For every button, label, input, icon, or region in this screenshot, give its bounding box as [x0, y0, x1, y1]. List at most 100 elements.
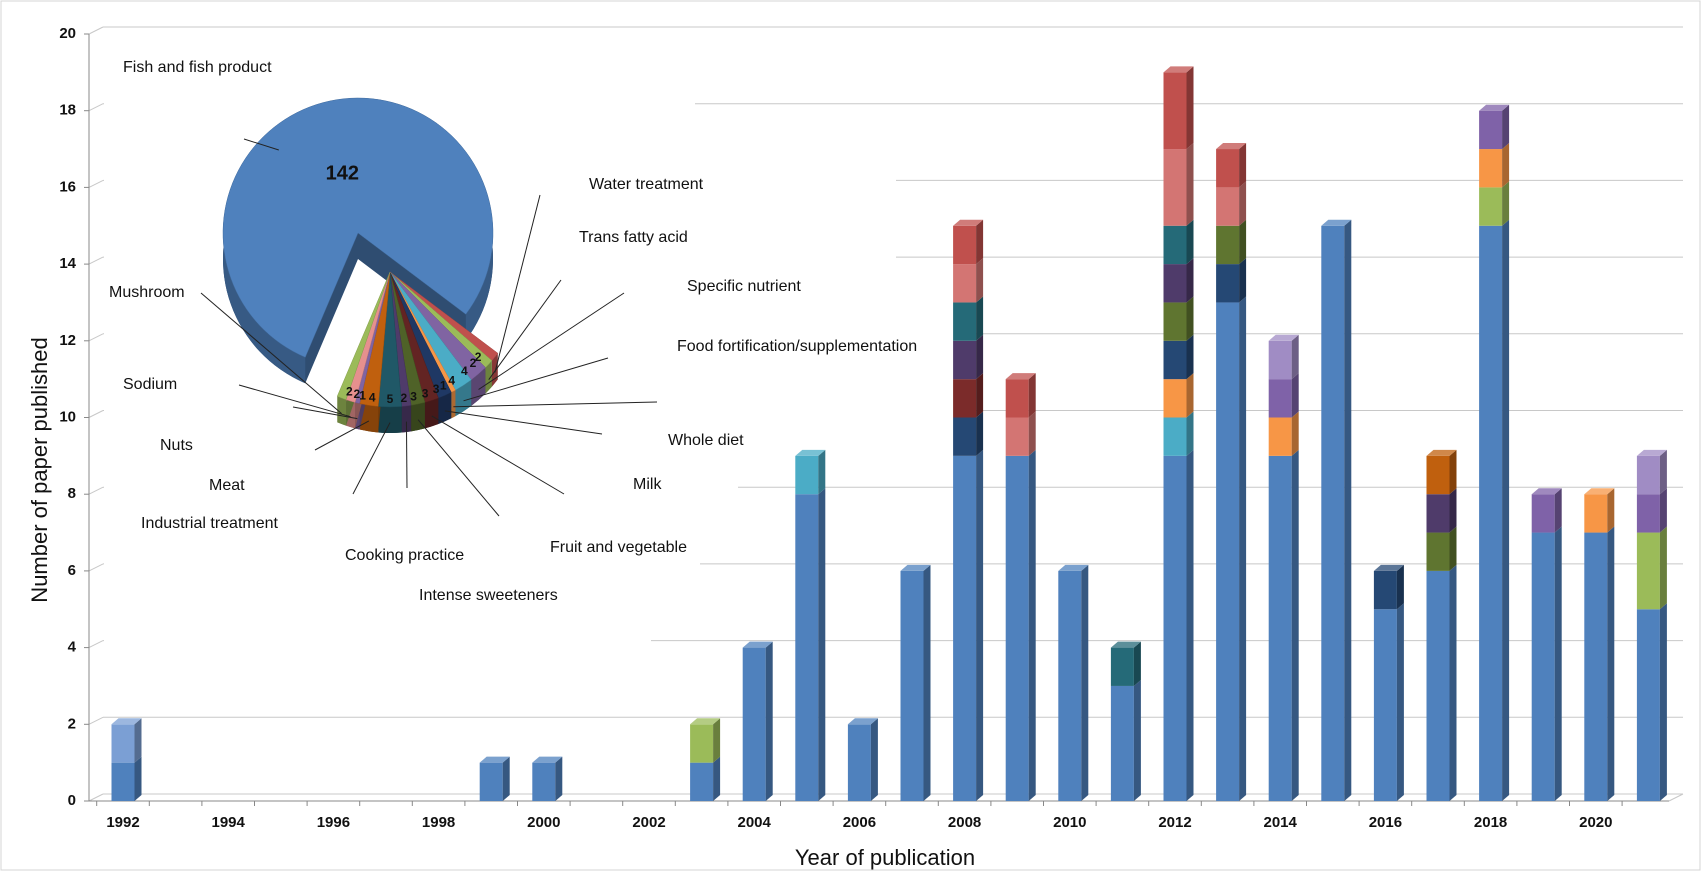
- y-tick-label: 20: [59, 25, 76, 42]
- pie-category-label: Whole diet: [668, 432, 744, 449]
- pie-category-label: Trans fatty acid: [579, 229, 688, 246]
- bar-side: [765, 641, 773, 801]
- pie-value-label: 2: [475, 350, 482, 364]
- leader-line: [238, 384, 351, 418]
- pie-slice-side: [401, 405, 412, 433]
- bar-segment: [1163, 72, 1187, 150]
- y-tick-label: 12: [59, 332, 76, 349]
- bar-side: [1659, 603, 1667, 801]
- bar-top: [900, 564, 931, 571]
- bar-top: [1268, 334, 1299, 341]
- bar-side: [1502, 181, 1510, 226]
- pie-category-label: Water treatment: [589, 176, 704, 193]
- pie-value-label: 2: [354, 387, 361, 401]
- bar-side: [555, 756, 563, 801]
- pie-slice-side: [337, 396, 347, 426]
- pie-category-label: Industrial treatment: [141, 515, 279, 532]
- bar-segment: [1636, 455, 1660, 495]
- bar-top: [953, 219, 984, 226]
- bar-segment: [953, 340, 977, 380]
- bar-side: [1659, 449, 1667, 495]
- bar-side: [870, 718, 878, 801]
- bar-segment: [1426, 570, 1450, 801]
- x-tick-label: 2004: [738, 814, 772, 831]
- bar-segment: [1636, 609, 1660, 801]
- bar-top: [1531, 488, 1562, 495]
- bar-side: [1186, 334, 1194, 380]
- grid-line-slant: [88, 26, 104, 35]
- bar-top: [1426, 449, 1457, 456]
- bar-segment: [1163, 417, 1187, 456]
- bar-segment: [1426, 494, 1450, 533]
- bar-segment: [1005, 455, 1029, 801]
- grid-line-slant: [88, 563, 104, 572]
- bar-segment: [690, 724, 714, 763]
- leader-line: [488, 279, 562, 380]
- bar-segment: [1531, 532, 1555, 801]
- x-tick-label: 1992: [106, 814, 139, 831]
- bar-side: [976, 219, 984, 265]
- bar-top: [1373, 564, 1404, 571]
- bar-top: [532, 756, 563, 763]
- grid-line-slant: [88, 333, 104, 342]
- leader-line: [314, 420, 370, 451]
- bar-side: [1502, 104, 1510, 150]
- leader-line: [431, 415, 565, 495]
- bar-side: [1186, 373, 1194, 418]
- y-tick-label: 8: [68, 485, 76, 502]
- bar-segment: [1636, 494, 1660, 533]
- bar-side: [134, 718, 142, 763]
- grid-line-slant: [88, 103, 104, 112]
- bar-segment: [1110, 647, 1134, 686]
- bar-side: [1659, 526, 1667, 610]
- bar-side: [1449, 449, 1457, 495]
- grid-line-slant: [88, 410, 104, 418]
- pie-slice-side: [359, 403, 379, 433]
- bar-side: [818, 449, 826, 495]
- bar-side: [1554, 488, 1562, 533]
- bar-segment: [1479, 110, 1503, 150]
- x-tick-label: 2012: [1158, 814, 1191, 831]
- grid-line-slant: [88, 640, 104, 649]
- bar-side: [1239, 258, 1247, 303]
- bar-segment: [1163, 340, 1187, 380]
- y-tick-label: 18: [59, 102, 76, 119]
- bar-segment: [111, 724, 135, 763]
- bar-segment: [847, 724, 871, 801]
- bar-side: [976, 449, 984, 801]
- x-tick-label: 2006: [843, 814, 876, 831]
- x-axis-title: Year of publication: [795, 845, 975, 870]
- pie-slice-side: [438, 392, 452, 425]
- bar-top: [1479, 104, 1510, 111]
- bar-side: [923, 564, 931, 801]
- pie-category-label: Mushroom: [109, 284, 185, 301]
- x-tick-label: 2010: [1053, 814, 1086, 831]
- grid-line-slant: [88, 793, 104, 802]
- x-tick-label: 2000: [527, 814, 560, 831]
- bar-segment: [900, 570, 924, 801]
- bar-side: [976, 296, 984, 341]
- bar-side: [1396, 564, 1404, 610]
- bar-side: [1449, 526, 1457, 571]
- pie-category-label: Cooking practice: [345, 547, 464, 564]
- bar-top: [795, 449, 826, 456]
- y-tick-label: 10: [59, 408, 76, 425]
- bar-segment: [1110, 685, 1134, 801]
- bar-segment: [953, 455, 977, 801]
- bar-side: [502, 756, 510, 801]
- bar-side: [818, 488, 826, 801]
- y-axis-title: Number of paper published: [27, 337, 52, 602]
- bar-top: [847, 718, 878, 725]
- pie-value-label: 3: [433, 382, 440, 396]
- bar-side: [1028, 373, 1036, 418]
- pie-slice-side: [411, 402, 425, 432]
- bar-segment: [1163, 302, 1187, 341]
- pie-category-label: Nuts: [160, 437, 193, 454]
- y-tick-label: 16: [59, 178, 76, 195]
- pie-category-label: Meat: [209, 477, 245, 494]
- grid-line-slant: [88, 716, 104, 725]
- bar-top: [1058, 564, 1089, 571]
- bar-top: [690, 718, 721, 725]
- x-axis-right: [1668, 793, 1684, 802]
- bar-segment: [1531, 494, 1555, 533]
